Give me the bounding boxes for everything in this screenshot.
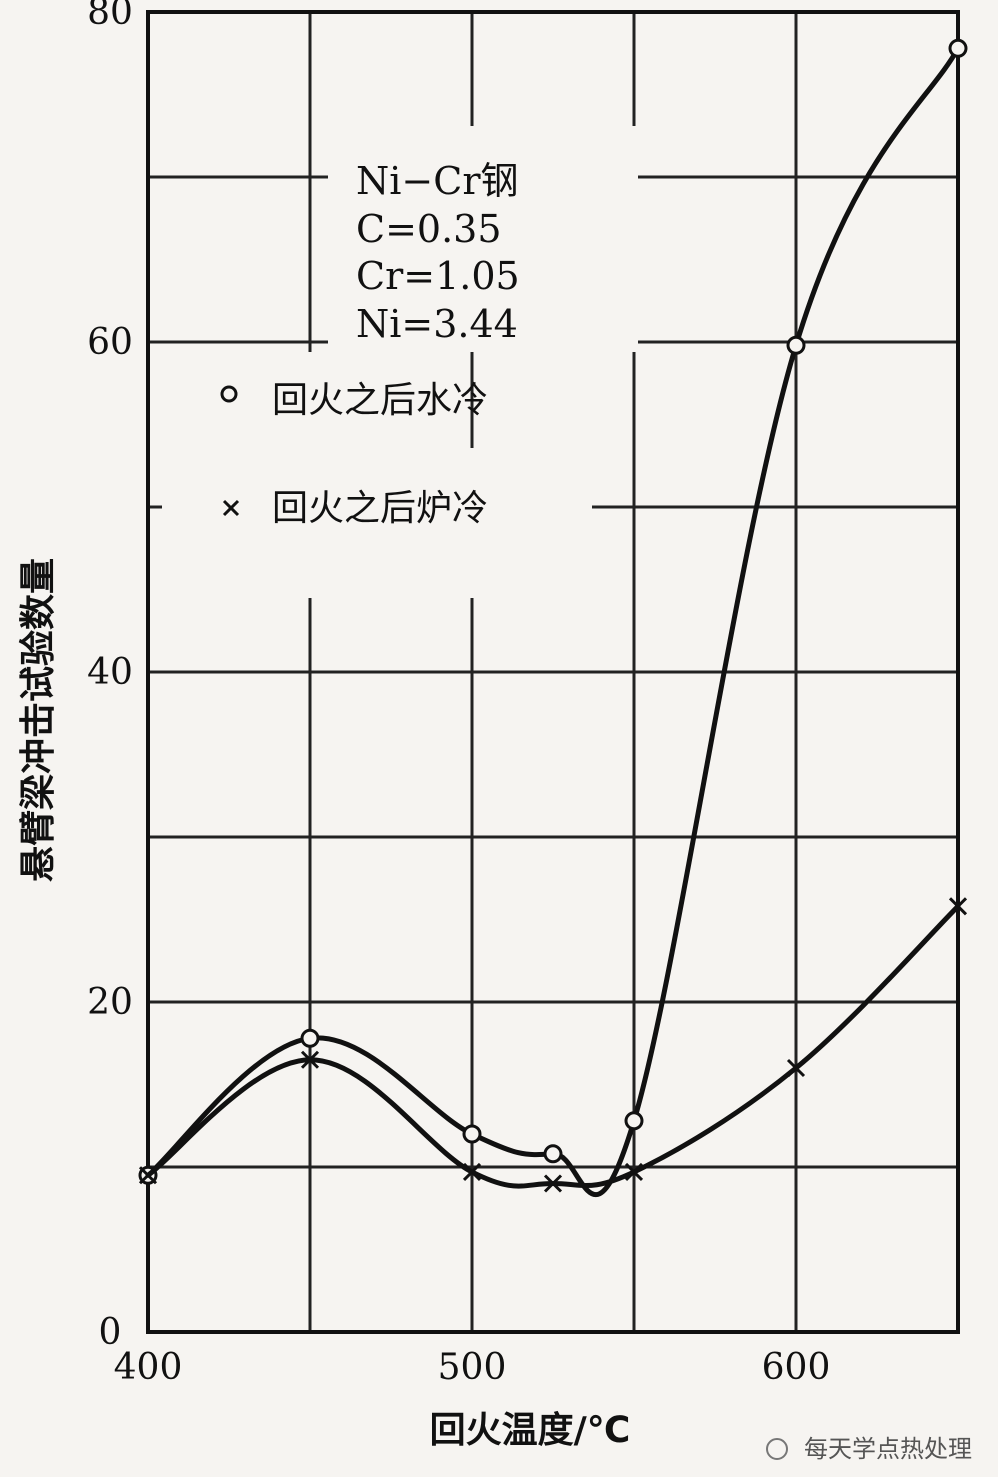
x-tick-label-600: 600	[762, 1347, 831, 1388]
furnace-cooled-point-7	[948, 897, 968, 916]
annotation-background	[328, 126, 638, 352]
legend-background-2	[162, 448, 592, 598]
x-marker-stroke-b	[543, 1174, 563, 1193]
annotation-line-3: Cr=1.05	[356, 254, 520, 298]
water-cooled-point-5	[624, 1111, 644, 1131]
legend-furnace-label: 回火之后炉冷	[272, 488, 488, 529]
annotation-line-1: Ni−Cr钢	[356, 159, 518, 203]
x-tick-label-500: 500	[438, 1347, 507, 1388]
x-marker-stroke-b	[948, 897, 968, 916]
furnace-cooled-point-5	[624, 1162, 644, 1182]
water-cooled-point-7	[948, 38, 968, 58]
legend-water-label: 回火之后水冷	[272, 380, 488, 421]
annotation-line-4: Ni=3.44	[356, 302, 518, 346]
water-cooled-point-3	[462, 1124, 482, 1144]
x-marker-stroke-b	[300, 1050, 320, 1069]
x-marker-stroke-b	[624, 1162, 644, 1182]
legend-water-marker	[220, 385, 238, 403]
x-tick-label-400: 400	[114, 1347, 183, 1388]
annotation-line-2: C=0.35	[356, 207, 502, 251]
grid-layer	[146, 10, 960, 1334]
furnace-cooled-point-4	[543, 1174, 563, 1193]
legend-x-b	[222, 499, 240, 517]
y-axis-title: 悬臂梁冲击试验数量	[18, 558, 59, 882]
water-cooled-point-6	[786, 335, 806, 355]
x-axis-title: 回火温度/℃	[430, 1410, 631, 1451]
legend-furnace-marker	[222, 499, 240, 517]
y-tick-label-60: 60	[87, 322, 133, 363]
y-tick-label-40: 40	[87, 652, 133, 693]
furnace-cooled-point-1	[138, 1166, 158, 1185]
series-layer	[138, 38, 968, 1198]
x-marker-stroke-b	[462, 1162, 482, 1182]
watermark-icon	[766, 1438, 788, 1460]
y-tick-label-80: 80	[87, 0, 133, 33]
watermark-text: 每天学点热处理	[804, 1435, 972, 1463]
y-tick-label-20: 20	[87, 982, 133, 1023]
x-marker-stroke-b	[138, 1166, 158, 1185]
furnace-cooled-point-3	[462, 1162, 482, 1182]
y-tick-label-0: 0	[99, 1312, 122, 1353]
furnace-cooled-point-2	[300, 1050, 320, 1069]
water-cooled-point-4	[543, 1144, 563, 1164]
series-line-2	[145, 903, 961, 1189]
water-cooled-point-2	[300, 1028, 320, 1048]
plot-frame	[146, 10, 960, 1334]
legend-background-1	[162, 352, 462, 448]
x-marker-stroke-b	[786, 1058, 806, 1078]
furnace-cooled-point-6	[786, 1058, 806, 1078]
